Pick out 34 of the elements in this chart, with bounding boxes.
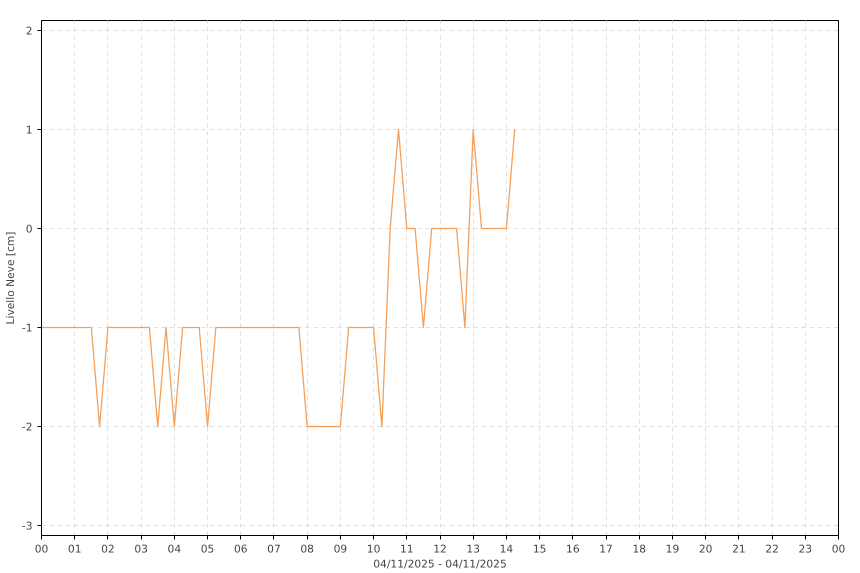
y-axis-title: Livello Neve [cm]	[4, 232, 17, 324]
x-tick-label: 08	[300, 542, 314, 556]
x-tick-label: 20	[698, 542, 713, 556]
x-tick-label: 16	[566, 542, 580, 556]
x-tick-label: 10	[366, 542, 381, 556]
x-tick-label: 13	[466, 542, 480, 556]
x-tick-label: 21	[732, 542, 746, 556]
x-tick-label: 22	[765, 542, 779, 556]
x-tick-label: 12	[433, 542, 447, 556]
x-tick-label: 00	[832, 542, 846, 556]
x-tick-label: 18	[632, 542, 646, 556]
y-tick-label: -2	[22, 420, 33, 434]
x-tick-label: 07	[267, 542, 281, 556]
x-tick-label: 17	[599, 542, 613, 556]
x-tick-label: 05	[200, 542, 214, 556]
x-tick-label: 00	[34, 542, 48, 556]
y-tick-label: -1	[22, 322, 33, 335]
y-tick-label: 0	[26, 222, 33, 236]
y-tick-label: 2	[26, 24, 32, 38]
y-tick-label: 1	[26, 123, 32, 136]
x-tick-label: 14	[500, 542, 514, 556]
x-tick-label: 04	[168, 542, 182, 556]
x-tick-label: 19	[666, 542, 680, 556]
x-tick-label: 02	[101, 542, 115, 556]
line-series	[42, 128, 516, 428]
x-tick-label: 15	[532, 542, 546, 556]
x-tick-label: 01	[68, 542, 82, 556]
x-tick-label: 03	[134, 542, 148, 556]
x-tick-label: 09	[334, 542, 348, 556]
y-tick-label: -3	[22, 520, 33, 533]
x-axis-title: 04/11/2025 - 04/11/2025	[373, 558, 507, 570]
x-tick-label: 06	[234, 542, 248, 556]
x-tick-label: 11	[400, 542, 414, 556]
x-tick-label: 23	[798, 542, 812, 556]
